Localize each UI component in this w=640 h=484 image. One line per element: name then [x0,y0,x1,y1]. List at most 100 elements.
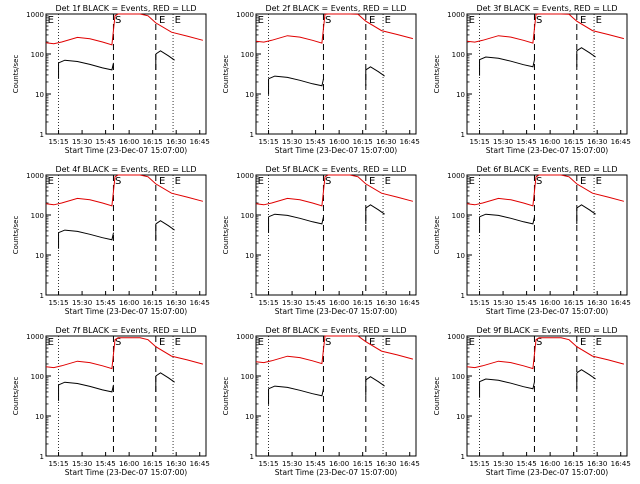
x-tick-label: 15:45 [96,138,116,146]
marker-label: S [325,337,331,348]
marker-label: E [385,15,391,26]
x-tick-label: 16:00 [540,299,560,307]
x-tick-label: 16:15 [353,460,373,468]
plot-frame [45,174,207,296]
marker-label: E [385,337,391,348]
x-tick-label: 15:15 [469,299,489,307]
marker-label: E [596,337,602,348]
y-tick-label: 1000 [26,172,44,180]
marker-label: S [536,15,542,26]
x-tick-label: 15:30 [493,138,513,146]
x-tick-label: 15:30 [493,299,513,307]
y-tick-label: 1000 [447,333,465,341]
y-tick-label: 10 [456,413,465,421]
x-tick-label: 16:30 [587,138,607,146]
marker-label: E [175,337,181,348]
y-tick-label: 100 [31,212,44,220]
marker-label: S [325,176,331,187]
panel-1: Det 1f BLACK = Events, RED = LLD 1 10 100 10… [12,4,210,155]
lld-series-line [255,13,414,44]
panel-9: Det 9f BLACK = Events, RED = LLD 1 10 100 10… [433,326,631,477]
lld-series-line [45,13,204,46]
x-tick-label: 16:45 [611,460,631,468]
x-axis-label: Start Time (23-Dec-07 15:07:00) [65,307,187,316]
y-tick-label: 1 [250,292,254,300]
y-tick-label: 1000 [26,11,44,19]
lld-series-line [466,13,625,44]
y-axis-label: Counts/sec [433,55,441,94]
y-axis-label: Counts/sec [222,55,230,94]
y-tick-label: 1 [461,131,465,139]
y-axis-label: Counts/sec [433,216,441,255]
y-tick-label: 100 [31,373,44,381]
x-tick-label: 15:15 [469,460,489,468]
y-tick-label: 10 [245,91,254,99]
marker-label: E [175,15,181,26]
marker-label: E [469,337,475,348]
x-tick-label: 15:15 [48,138,68,146]
panel-6: Det 6f BLACK = Events, RED = LLD 1 10 100 10… [433,165,631,316]
events-series-line [268,75,324,87]
y-tick-label: 1 [461,292,465,300]
x-tick-label: 16:00 [329,299,349,307]
events-series-line [576,204,596,215]
y-tick-label: 1000 [447,172,465,180]
panel-title: Det 8f BLACK = Events, RED = LLD [265,326,406,335]
x-tick-label: 16:30 [166,460,186,468]
lld-series-line [45,174,204,207]
x-tick-label: 16:30 [376,460,396,468]
plot-frame [466,13,628,135]
lld-series-line [466,174,625,207]
x-tick-label: 16:15 [143,460,163,468]
x-tick-label: 15:30 [72,460,92,468]
marker-label: E [258,15,264,26]
x-tick-label: 15:45 [517,460,537,468]
panel-8: Det 8f BLACK = Events, RED = LLD 1 10 100 10… [222,326,420,477]
x-axis-label: Start Time (23-Dec-07 15:07:00) [486,468,608,477]
y-axis-label: Counts/sec [222,216,230,255]
y-tick-label: 100 [452,373,465,381]
x-tick-label: 15:15 [258,299,278,307]
y-tick-label: 1000 [236,172,254,180]
panel-3: Det 3f BLACK = Events, RED = LLD 1 10 100 10… [433,4,631,155]
marker-label: E [369,15,375,26]
marker-label: E [469,176,475,187]
events-series-line [365,66,385,77]
x-tick-label: 15:30 [282,138,302,146]
marker-label: E [369,337,375,348]
lld-series-line [255,174,414,207]
marker-label: E [159,337,165,348]
marker-label: E [258,176,264,187]
events-series-line [479,378,535,390]
panel-5: Det 5f BLACK = Events, RED = LLD 1 10 100 10… [222,165,420,316]
y-tick-label: 10 [35,252,44,260]
plot-frame [255,174,417,296]
x-tick-label: 16:45 [190,460,210,468]
panel-4: Det 4f BLACK = Events, RED = LLD 1 10 100 10… [12,165,210,316]
x-axis-label: Start Time (23-Dec-07 15:07:00) [486,146,608,155]
x-tick-label: 16:45 [400,299,420,307]
x-tick-label: 16:30 [376,138,396,146]
y-tick-label: 1000 [26,333,44,341]
x-tick-label: 15:45 [517,299,537,307]
x-tick-label: 15:15 [48,460,68,468]
marker-label: S [115,337,121,348]
x-tick-label: 15:45 [306,138,326,146]
x-axis-label: Start Time (23-Dec-07 15:07:00) [65,146,187,155]
y-axis-label: Counts/sec [222,377,230,416]
x-tick-label: 16:15 [353,299,373,307]
x-tick-label: 16:30 [587,460,607,468]
marker-label: E [175,176,181,187]
marker-label: E [596,176,602,187]
y-tick-label: 10 [245,252,254,260]
events-series-line [365,204,385,215]
x-tick-label: 16:00 [119,460,139,468]
marker-label: E [48,337,54,348]
y-axis-label: Counts/sec [433,377,441,416]
panel-title: Det 9f BLACK = Events, RED = LLD [476,326,617,335]
y-tick-label: 100 [241,373,254,381]
lld-series-line [45,337,204,370]
x-tick-label: 15:30 [493,460,513,468]
marker-label: E [580,15,586,26]
